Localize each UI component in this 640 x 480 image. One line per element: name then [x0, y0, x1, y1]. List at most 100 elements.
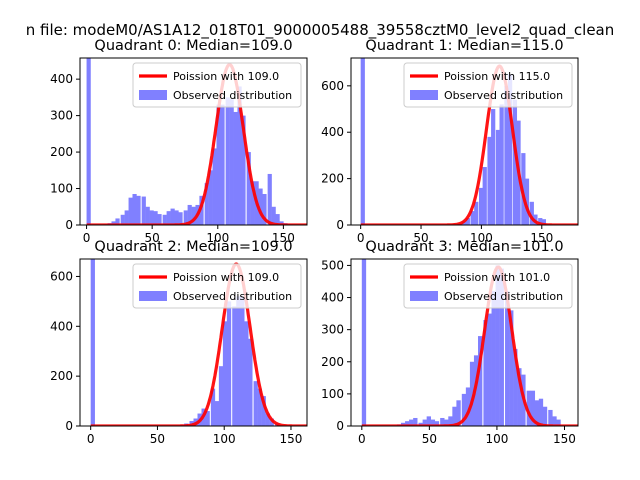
- histogram-bar: [248, 338, 253, 426]
- histogram-bar: [115, 218, 120, 225]
- histogram-bar: [132, 194, 137, 225]
- histogram-bar: [504, 85, 509, 225]
- y-tick-label: 0: [336, 218, 344, 232]
- histogram-bar: [261, 396, 266, 426]
- histogram-bar: [487, 313, 492, 426]
- y-tick-label: 400: [50, 319, 73, 333]
- histogram-bar: [465, 387, 471, 426]
- y-tick-label: 600: [50, 269, 73, 283]
- histogram-bar: [426, 416, 431, 426]
- histogram-bar: [216, 104, 221, 225]
- histogram-bar: [495, 265, 500, 426]
- histogram-bar: [128, 197, 133, 225]
- y-tick-label: 0: [336, 419, 344, 433]
- histogram-bar: [157, 214, 162, 225]
- x-tick-label: 0: [87, 432, 95, 446]
- histogram-bar: [124, 210, 129, 225]
- legend-box: [403, 263, 573, 309]
- histogram-bar: [204, 183, 209, 225]
- y-tick-label: 400: [321, 125, 344, 139]
- histogram-bar: [86, 58, 91, 225]
- histogram-bar: [413, 417, 418, 426]
- histogram-bar: [275, 214, 280, 225]
- histogram-bar: [361, 259, 367, 426]
- x-tick-label: 0: [357, 231, 365, 245]
- histogram-bar: [226, 301, 232, 426]
- histogram-bar: [279, 221, 284, 225]
- histogram-bar: [187, 204, 192, 225]
- axes-frame: [350, 258, 579, 427]
- subplot-title: Quadrant 1: Median=115.0: [365, 38, 563, 54]
- histogram-bar: [210, 388, 216, 426]
- subplot-1: 0 50 100 150 0 200 400 600 Quadrant 1: Median=11…: [321, 38, 579, 245]
- histogram-bar: [418, 422, 423, 426]
- x-tick-label: 150: [553, 432, 576, 446]
- y-tick-label: 300: [50, 109, 73, 123]
- y-tick-label: 100: [50, 182, 73, 196]
- x-tick-label: 100: [470, 231, 493, 245]
- subplot-title: Quadrant 2: Median=109.0: [94, 239, 292, 255]
- histogram-bar: [162, 214, 167, 225]
- histogram-bar: [269, 418, 274, 426]
- y-tick-label: 100: [321, 387, 344, 401]
- plot-area: [90, 259, 307, 426]
- histogram-bar: [111, 221, 116, 225]
- y-tick-label: 300: [321, 323, 344, 337]
- histogram-bar: [491, 109, 496, 225]
- histogram-bar: [440, 417, 445, 426]
- histogram-bar: [257, 388, 262, 426]
- legend-label: Poission with 101.0: [444, 271, 550, 284]
- histogram-bar: [262, 194, 267, 225]
- histogram-bar: [512, 99, 518, 225]
- poisson-curve: [361, 265, 578, 426]
- histogram-bar: [237, 86, 242, 225]
- histogram-bar: [232, 306, 237, 426]
- histogram-bar: [170, 208, 175, 225]
- histogram-bar: [509, 310, 514, 426]
- subplot-title: Quadrant 0: Median=109.0: [94, 38, 292, 54]
- legend-bar-swatch: [410, 90, 438, 100]
- histogram-bar: [456, 400, 461, 426]
- histogram-bar: [452, 406, 457, 426]
- histogram-bar: [90, 259, 95, 426]
- x-tick-label: 50: [413, 231, 428, 245]
- legend-label: Observed distribution: [444, 290, 563, 303]
- x-tick-label: 100: [206, 231, 229, 245]
- histogram-bar: [448, 416, 453, 426]
- legend: Poission with 109.0 Observed distribution: [132, 62, 302, 108]
- histogram-bar: [469, 361, 475, 426]
- legend-box: [132, 62, 302, 108]
- x-tick-label: 150: [530, 231, 553, 245]
- axes-frame: [79, 57, 308, 226]
- histogram-bar: [491, 291, 496, 426]
- histogram-bar: [529, 201, 534, 225]
- histogram-bar: [552, 416, 557, 426]
- histogram-bar: [218, 366, 224, 426]
- y-tick-label: 200: [50, 145, 73, 159]
- y-tick-label: 0: [65, 218, 73, 232]
- plot-area: [86, 58, 307, 225]
- legend: Poission with 101.0 Observed distribution: [403, 263, 573, 309]
- histogram-bar: [220, 104, 225, 225]
- histogram-bar: [556, 419, 561, 426]
- plot-area: [361, 259, 578, 426]
- y-tick-label: 500: [321, 258, 344, 272]
- x-tick-label: 100: [213, 432, 236, 446]
- histogram-bar: [265, 413, 270, 426]
- histogram-bar: [538, 398, 544, 426]
- histogram-bar: [524, 178, 530, 225]
- histogram-bar: [434, 421, 440, 426]
- histogram-bar: [136, 195, 141, 225]
- histogram-bar: [225, 97, 230, 225]
- histogram-bar: [405, 421, 410, 426]
- y-tick-label: 600: [321, 79, 344, 93]
- histogram-bar: [400, 422, 406, 426]
- histogram-bar: [141, 196, 146, 225]
- histogram-bar: [470, 211, 475, 225]
- legend: Poission with 109.0 Observed distribution: [132, 263, 302, 309]
- histogram-bar: [482, 167, 487, 225]
- x-tick-label: 50: [422, 432, 437, 446]
- histogram-bar: [208, 170, 213, 225]
- legend-label: Observed distribution: [173, 290, 292, 303]
